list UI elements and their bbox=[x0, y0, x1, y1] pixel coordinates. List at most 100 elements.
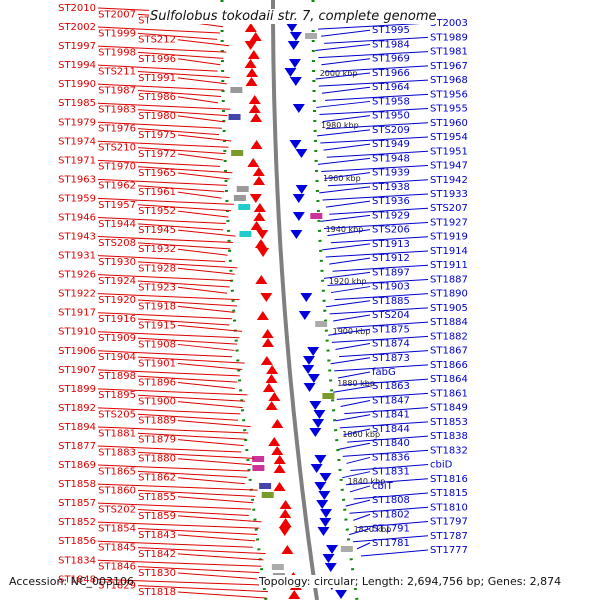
right-label-leader bbox=[325, 93, 429, 101]
forward-gene-arrow bbox=[268, 392, 281, 401]
left-gene-label: ST1857 bbox=[58, 498, 96, 509]
left-gene-label: ST1818 bbox=[138, 587, 176, 598]
left-label-leader bbox=[177, 515, 262, 523]
right-label-leader bbox=[318, 22, 429, 30]
left-gene-label: STS211 bbox=[98, 66, 136, 77]
left-label-leader bbox=[177, 496, 254, 504]
left-label-leader bbox=[97, 121, 222, 129]
right-label-leader bbox=[329, 257, 371, 265]
left-label-leader bbox=[137, 128, 220, 136]
left-label-leader bbox=[177, 572, 258, 580]
right-label-leader bbox=[320, 214, 371, 222]
right-gene-label: ST1981 bbox=[430, 47, 468, 58]
left-label-leader bbox=[97, 388, 248, 396]
forward-gene-arrow bbox=[260, 356, 273, 365]
forward-gene-arrow bbox=[250, 221, 263, 230]
left-gene-label: ST1904 bbox=[98, 352, 136, 363]
right-label-leader bbox=[349, 506, 429, 514]
right-gene-label: ST1882 bbox=[430, 331, 468, 342]
left-label-leader bbox=[177, 362, 243, 370]
scale-label-bg bbox=[340, 429, 393, 440]
left-label-leader bbox=[97, 559, 262, 567]
right-gene-label: fabG bbox=[372, 367, 396, 378]
reverse-gene-arrow bbox=[312, 419, 325, 428]
right-label-leader bbox=[318, 51, 429, 59]
left-gene-label: ST1879 bbox=[138, 435, 176, 446]
left-gene-label: ST1965 bbox=[138, 168, 176, 179]
right-gene-label: STS209 bbox=[372, 125, 410, 136]
left-label-leader bbox=[137, 204, 232, 212]
right-label-leader bbox=[336, 392, 429, 400]
left-gene-label: ST1922 bbox=[58, 289, 96, 300]
right-gene-label: ST1984 bbox=[372, 39, 410, 50]
left-label-leader bbox=[97, 369, 240, 377]
right-gene-label: ST1787 bbox=[430, 531, 468, 542]
right-gene-label: ST1863 bbox=[372, 381, 410, 392]
right-gene-label: ST1958 bbox=[372, 96, 410, 107]
left-label-leader bbox=[177, 210, 229, 218]
forward-gene-arrow bbox=[256, 311, 269, 320]
forward-gene-arrow bbox=[261, 338, 274, 347]
left-label-leader bbox=[177, 458, 252, 466]
right-gene-label: ST1942 bbox=[430, 175, 468, 186]
genome-backbone bbox=[271, 0, 319, 600]
reverse-gene-arrow bbox=[324, 563, 337, 572]
left-gene-label: ST1858 bbox=[58, 479, 96, 490]
reverse-gene-arrow bbox=[318, 491, 331, 500]
left-label-leader bbox=[137, 147, 226, 155]
right-label-leader bbox=[324, 65, 429, 73]
right-label-leader bbox=[345, 478, 429, 486]
right-label-leader bbox=[353, 492, 429, 500]
reverse-gene-arrow bbox=[295, 185, 308, 194]
right-gene-label: ST1954 bbox=[430, 132, 468, 143]
left-label-leader bbox=[137, 242, 231, 250]
scale-label: 2000 kbp bbox=[320, 69, 358, 78]
left-label-leader bbox=[177, 115, 225, 123]
forward-gene-arrow bbox=[248, 104, 261, 113]
left-gene-label: ST1962 bbox=[98, 181, 136, 192]
left-gene-label: ST1959 bbox=[58, 193, 96, 204]
left-label-leader bbox=[97, 83, 224, 91]
scale-label: 1840 kbp bbox=[348, 477, 386, 486]
left-gene-label: ST1916 bbox=[98, 314, 136, 325]
right-gene-label: STS204 bbox=[372, 310, 410, 321]
right-label-leader bbox=[336, 321, 429, 329]
left-gene-label: ST1976 bbox=[98, 124, 136, 135]
left-gene-label: ST1980 bbox=[138, 111, 176, 122]
left-gene-label: ST1877 bbox=[58, 441, 96, 452]
left-label-leader bbox=[97, 502, 251, 510]
left-gene-label: ST1920 bbox=[98, 295, 136, 306]
left-label-leader bbox=[177, 96, 219, 104]
right-gene-label: ST1905 bbox=[430, 303, 468, 314]
forward-gene-arrow bbox=[273, 464, 286, 473]
left-gene-label: ST1957 bbox=[98, 200, 136, 211]
reverse-gene-arrow bbox=[307, 374, 320, 383]
left-gene-label: ST1999 bbox=[98, 28, 136, 39]
right-gene-label: STS206 bbox=[372, 225, 410, 236]
left-gene-label: ST1974 bbox=[58, 136, 96, 147]
left-gene-label: ST1985 bbox=[58, 98, 96, 109]
forward-gene-arrow bbox=[265, 374, 278, 383]
left-label-leader bbox=[97, 216, 226, 224]
left-label-leader bbox=[97, 578, 271, 586]
scale-label-bg bbox=[323, 224, 376, 235]
scale-label-bg bbox=[351, 524, 404, 535]
reverse-gene-arrow bbox=[335, 590, 348, 599]
left-label-leader bbox=[137, 337, 238, 345]
forward-gene-arrow bbox=[247, 50, 260, 59]
right-label-leader bbox=[349, 485, 371, 493]
forward-gene-arrow bbox=[253, 212, 266, 221]
left-gene-label: ST1830 bbox=[138, 568, 176, 579]
left-gene-label: ST1979 bbox=[58, 117, 96, 128]
right-gene-label: ST1802 bbox=[372, 509, 410, 520]
scale-label-bg bbox=[345, 476, 398, 487]
right-gene-label: cbiT bbox=[372, 481, 394, 492]
right-gene-label: ST1903 bbox=[372, 282, 410, 293]
reverse-gene-arrow bbox=[325, 545, 338, 554]
right-label-leader bbox=[316, 100, 371, 108]
left-gene-label: ST1926 bbox=[58, 270, 96, 281]
reverse-gene-arrow bbox=[287, 41, 300, 50]
right-label-leader bbox=[335, 414, 371, 422]
forward-gene-arrow bbox=[288, 590, 301, 599]
reverse-gene-arrow bbox=[298, 311, 311, 320]
